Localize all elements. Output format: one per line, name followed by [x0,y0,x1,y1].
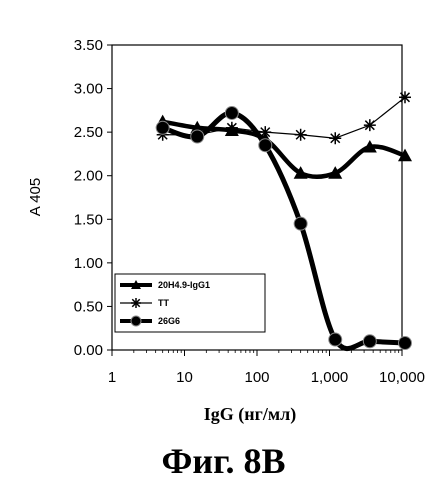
star-stroke [364,120,375,131]
data-point [190,129,205,144]
x-axis-title: IgG (нг/мл) [204,404,296,425]
figure-caption: Фиг. 8B [161,441,286,481]
series-triangle [155,114,413,180]
data-point [224,105,239,120]
legend-label: TT [158,298,169,308]
y-axis: 0.00 0.50 1.00 1.50 2.00 2.50 3.00 3.50 [74,37,112,359]
data-point [362,139,377,153]
x-tick-label: 10,000 [379,369,425,386]
data-point [362,334,377,349]
series-line [161,110,406,352]
star-stroke [260,127,271,138]
x-tick-label: 1 [108,369,116,386]
data-point [258,138,273,153]
series-group [155,91,413,352]
x-axis: 1 10 100 1,000 10,000 [108,350,425,386]
star-stroke [226,122,237,133]
y-tick-label: 3.50 [74,37,103,54]
legend: 20H4.9-IgG1 TT 26G6 [114,273,266,333]
legend-marker [131,298,141,308]
data-point [328,166,343,179]
legend-label: 20H4.9-IgG1 [158,280,210,290]
data-point [293,216,308,231]
x-tick-label: 1,000 [311,369,349,386]
data-point [225,121,238,134]
data-point [363,119,376,132]
data-point [399,91,412,104]
data-point [398,148,413,162]
y-tick-label: 2.00 [74,168,103,185]
data-point [398,336,413,351]
chart: 0.000.501.001.502.002.503.003.50 1 10 100 1… [27,37,425,425]
star-stroke [131,298,141,308]
y-tick-label: 3.00 [74,81,103,98]
data-point [328,332,343,347]
y-tick-label: 0.50 [74,298,103,315]
star-stroke [295,129,306,140]
star-stroke [399,92,411,103]
x-tick-label: 10 [176,369,193,386]
data-point [329,132,342,145]
legend-items: 20H4.9-IgG1 TT 26G6 [120,280,210,327]
x-tick-label: 100 [244,369,269,386]
y-axis-title: A 405 [27,178,44,216]
y-tick-label: 1.00 [74,255,103,272]
y-tick-label: 0.00 [74,342,103,359]
legend-marker [130,315,142,327]
y-tick-label: 2.50 [74,124,103,141]
series-circle [155,105,413,352]
legend-label: 26G6 [158,316,180,326]
data-point [293,166,308,179]
data-point [259,126,272,139]
data-point [294,128,307,141]
data-point [155,120,170,135]
legend-marker [131,280,141,289]
star-stroke [330,133,341,144]
y-tick-label: 1.50 [74,211,103,228]
